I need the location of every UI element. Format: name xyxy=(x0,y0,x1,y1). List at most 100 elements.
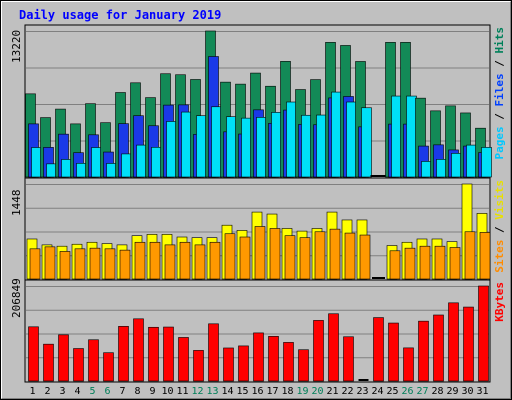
bar-pages-day-29 xyxy=(451,153,462,178)
bar-sites-day-16 xyxy=(254,226,266,280)
panel-max-label: 206849 xyxy=(10,278,23,318)
bar-kbytes-day-24 xyxy=(373,317,384,382)
bar-sites-day-13 xyxy=(209,241,221,280)
x-tick-day-31: 31 xyxy=(476,386,488,397)
bar-kbytes-day-28 xyxy=(433,314,444,382)
bar-sites-day-22 xyxy=(344,232,356,280)
bar-sites-day-12 xyxy=(194,244,206,280)
x-tick-day-27: 27 xyxy=(416,386,428,397)
bar-sites-day-19 xyxy=(299,237,311,280)
legend-entry: KBytes xyxy=(493,282,506,322)
bar-kbytes-day-18 xyxy=(283,342,294,382)
bar-pages-day-14 xyxy=(226,116,237,178)
panel-kbytes: 206849 KBytes xyxy=(10,278,506,383)
bar-pages-day-2 xyxy=(46,163,57,178)
bar-pages-day-3 xyxy=(61,159,72,178)
bar-sites-day-17 xyxy=(269,228,281,280)
x-tick-day-13: 13 xyxy=(206,386,218,397)
bar-sites-day-1 xyxy=(29,248,41,280)
bar-pages-day-11 xyxy=(181,111,192,178)
x-tick-day-4: 4 xyxy=(74,386,80,397)
panel-max-label: 13220 xyxy=(10,30,23,63)
legend-separator: / xyxy=(493,220,506,240)
bar-pages-day-30 xyxy=(466,144,477,178)
x-tick-day-23: 23 xyxy=(356,386,368,397)
x-tick-day-20: 20 xyxy=(311,386,323,397)
x-tick-day-11: 11 xyxy=(176,386,188,397)
x-tick-day-18: 18 xyxy=(281,386,293,397)
x-axis-day-labels: 1 2 3 4 5 6 7 8 9 10 11 12 13 14 15 16 17 18 19 20 21 22 23 24 2… xyxy=(29,386,488,397)
bar-sites-day-28 xyxy=(434,245,446,280)
legend-entry: Sites xyxy=(493,240,506,273)
bar-pages-day-6 xyxy=(106,163,117,178)
bar-pages-day-5 xyxy=(91,147,102,178)
bar-sites-day-9 xyxy=(149,241,161,280)
panel-hits: 13220 Pages / Files / Hits xyxy=(10,24,506,179)
x-tick-day-19: 19 xyxy=(296,386,308,397)
bar-pages-day-21 xyxy=(331,91,342,178)
x-tick-day-5: 5 xyxy=(89,386,95,397)
x-tick-day-22: 22 xyxy=(341,386,353,397)
bar-kbytes-day-2 xyxy=(43,343,54,382)
chart-title: Daily usage for January 2019 xyxy=(19,8,221,22)
panel-visits: 1448 Sites / Visits xyxy=(10,177,506,281)
x-tick-day-28: 28 xyxy=(431,386,443,397)
bar-kbytes-day-26 xyxy=(403,347,414,382)
bar-pages-day-25 xyxy=(391,95,402,178)
bar-kbytes-day-3 xyxy=(58,334,69,382)
bar-pages-day-28 xyxy=(436,159,447,178)
bar-sites-day-18 xyxy=(284,235,296,280)
bar-pages-day-9 xyxy=(151,146,162,178)
x-tick-day-17: 17 xyxy=(266,386,278,397)
bar-kbytes-day-30 xyxy=(463,306,474,382)
legend-separator: / xyxy=(493,54,506,74)
legend-entry: Visits xyxy=(493,180,506,220)
panel-legend: KBytes xyxy=(493,282,506,322)
x-tick-day-7: 7 xyxy=(119,386,125,397)
bar-sites-day-23 xyxy=(359,234,371,280)
bar-sites-day-8 xyxy=(134,241,146,280)
panel-legend: Sites / Visits xyxy=(493,180,506,273)
bar-kbytes-day-20 xyxy=(313,320,324,382)
bar-kbytes-day-1 xyxy=(28,326,39,382)
bar-kbytes-day-14 xyxy=(223,347,234,382)
bar-kbytes-day-7 xyxy=(118,326,129,382)
bar-kbytes-day-5 xyxy=(88,339,99,382)
bar-sites-day-29 xyxy=(449,247,461,280)
bar-pages-day-17 xyxy=(271,112,282,178)
bar-sites-day-30 xyxy=(464,231,476,280)
bar-pages-day-10 xyxy=(166,121,177,178)
bar-pages-day-31 xyxy=(481,147,492,178)
bar-kbytes-day-4 xyxy=(73,348,84,382)
bar-pages-day-15 xyxy=(241,117,252,178)
bar-kbytes-day-8 xyxy=(133,318,144,382)
x-tick-day-2: 2 xyxy=(44,386,50,397)
bar-pages-day-27 xyxy=(421,161,432,178)
bar-pages-day-26 xyxy=(406,95,417,178)
bar-kbytes-day-17 xyxy=(268,336,279,382)
legend-entry: Pages xyxy=(493,126,506,159)
bar-sites-day-21 xyxy=(329,228,341,280)
bar-sites-day-15 xyxy=(239,236,251,280)
panel-legend: Pages / Files / Hits xyxy=(493,27,506,160)
bar-pages-day-20 xyxy=(316,114,327,178)
panel-max-label: 1448 xyxy=(10,190,23,217)
x-tick-day-3: 3 xyxy=(59,386,65,397)
bar-sites-day-31 xyxy=(479,232,491,280)
bar-sites-day-11 xyxy=(179,241,191,280)
x-tick-day-25: 25 xyxy=(386,386,398,397)
bar-kbytes-day-19 xyxy=(298,349,309,382)
x-tick-day-14: 14 xyxy=(221,386,233,397)
bar-pages-day-8 xyxy=(136,144,147,178)
x-tick-day-9: 9 xyxy=(149,386,155,397)
bar-sites-day-20 xyxy=(314,231,326,280)
x-tick-day-6: 6 xyxy=(104,386,110,397)
bar-pages-day-1 xyxy=(31,147,42,178)
bar-pages-day-13 xyxy=(211,106,222,178)
bar-pages-day-23 xyxy=(361,107,372,178)
bar-kbytes-day-15 xyxy=(238,345,249,382)
x-tick-day-15: 15 xyxy=(236,386,248,397)
bar-pages-day-18 xyxy=(286,101,297,178)
legend-separator: / xyxy=(493,107,506,127)
